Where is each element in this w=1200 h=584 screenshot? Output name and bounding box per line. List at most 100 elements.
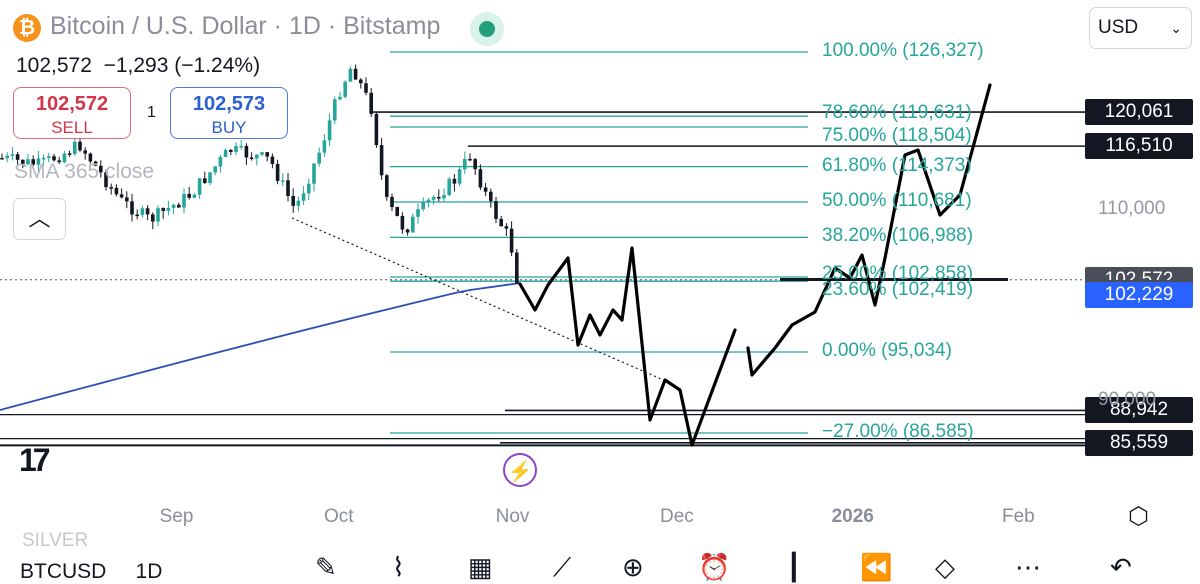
trend-icon[interactable]: ⟋	[553, 552, 572, 582]
candle-body	[452, 178, 457, 184]
fib-level-label: 23.60% (102,419)	[822, 279, 974, 301]
candle-body	[52, 156, 56, 161]
fib-level-label: 38.20% (106,988)	[822, 225, 974, 247]
candle-body	[151, 214, 155, 222]
fib-level-label: 75.00% (118,504)	[822, 124, 972, 146]
candle-body	[93, 161, 98, 166]
price-tag: 120,061	[1085, 99, 1193, 126]
candle-body	[421, 201, 425, 210]
bitcoin-logo-icon: ₿	[13, 14, 41, 42]
candle-body	[119, 194, 124, 198]
candle-body	[447, 178, 451, 196]
candle-body	[385, 175, 389, 197]
candle-body	[353, 68, 358, 80]
time-axis-label: 2026	[831, 506, 874, 527]
candle-body	[395, 207, 399, 216]
candle-body	[239, 145, 243, 148]
time-axis-label: Feb	[1002, 506, 1035, 527]
candle-body	[161, 208, 165, 211]
candle-body	[177, 204, 181, 208]
currency-select[interactable]: USD ⌄	[1089, 7, 1192, 49]
chevron-down-icon: ⌄	[1170, 20, 1182, 36]
candle-body	[223, 149, 228, 158]
drawn-forecast-path	[518, 83, 992, 447]
grid-icon[interactable]: ▦	[468, 552, 493, 582]
last-price: 102,572	[16, 54, 92, 77]
candle-body	[135, 214, 139, 217]
time-axis-label: Nov	[495, 506, 530, 527]
alarm-icon[interactable]: ⏰	[698, 552, 731, 582]
candle-body	[203, 178, 207, 183]
candles-icon[interactable]: ┃	[786, 552, 802, 582]
indicators-icon[interactable]: ⌇	[392, 552, 405, 582]
candle-body	[405, 229, 410, 233]
candle-body	[192, 194, 197, 198]
candle-body	[431, 197, 436, 200]
candle-body	[437, 197, 441, 199]
candle-body	[36, 158, 41, 165]
candle-body	[26, 159, 30, 165]
spark-icon[interactable]: ⚡	[503, 453, 537, 487]
candle-body	[463, 158, 467, 170]
symbol-title[interactable]: Bitcoin / U.S. Dollar · 1D · Bitstamp	[50, 12, 441, 40]
candle-body	[478, 169, 483, 188]
candle-body	[255, 154, 259, 159]
layers-icon[interactable]: ◇	[935, 552, 955, 582]
more-icon[interactable]: ⋯	[1015, 552, 1041, 582]
buy-button[interactable]: 102,573 BUY	[170, 87, 288, 139]
candle-body	[411, 216, 415, 233]
rewind-icon[interactable]: ⏪	[860, 552, 893, 582]
candle-body	[166, 207, 171, 211]
candle-body	[286, 180, 290, 196]
candle-body	[296, 200, 301, 206]
bottom-interval: 1D	[135, 560, 163, 583]
symbol-interval[interactable]: BTCUSD 1D	[20, 560, 162, 584]
candle-body	[374, 113, 379, 146]
sell-price: 102,572	[35, 93, 109, 115]
sma-line	[0, 282, 521, 411]
candle-body	[47, 156, 51, 158]
candle-body	[197, 178, 202, 195]
settings-icon[interactable]: ⬡	[1128, 503, 1149, 530]
price-axis-label: 110,000	[1098, 197, 1166, 219]
price-tag: 102,229	[1085, 281, 1193, 308]
add-icon[interactable]: ⊕	[622, 552, 644, 582]
sell-button[interactable]: 102,572 SELL	[13, 87, 131, 139]
candle-body	[343, 81, 347, 97]
candle-body	[400, 215, 405, 230]
time-axis-label: Sep	[159, 506, 194, 527]
candle-body	[99, 165, 103, 173]
fib-level-label: 50.00% (110,681)	[822, 189, 972, 211]
candle-body	[10, 154, 15, 156]
candle-body	[509, 228, 514, 253]
spread-value: 1	[147, 104, 156, 121]
fib-level-label: 61.80% (114,373)	[822, 154, 972, 176]
indicator-legend[interactable]: SMA 365 close	[14, 160, 155, 183]
candle-body	[442, 195, 446, 199]
candle-body	[145, 208, 150, 215]
candle-body	[301, 193, 306, 201]
candle-body	[348, 68, 353, 82]
candle-body	[78, 141, 82, 151]
candle-body	[426, 199, 431, 202]
time-axis-label: Dec	[660, 506, 694, 527]
candle-body	[15, 154, 20, 160]
candle-body	[457, 169, 462, 184]
candle-body	[390, 196, 394, 208]
candle-body	[156, 208, 160, 222]
buy-price: 102,573	[192, 93, 266, 115]
candle-body	[83, 150, 87, 154]
candle-body	[338, 96, 342, 100]
candle-body	[364, 83, 368, 93]
collapse-legend-button[interactable]: ︿	[13, 198, 66, 240]
candle-body	[114, 187, 119, 195]
pencil-icon[interactable]: ✎	[315, 552, 337, 582]
candle-body	[281, 180, 285, 182]
candle-body	[109, 187, 113, 189]
candle-body	[312, 163, 316, 184]
undo-icon[interactable]: ↶	[1110, 552, 1132, 582]
candle-body	[359, 79, 363, 84]
candle-body	[57, 160, 61, 163]
fib-level-label: 78.60% (119,631)	[822, 102, 972, 124]
